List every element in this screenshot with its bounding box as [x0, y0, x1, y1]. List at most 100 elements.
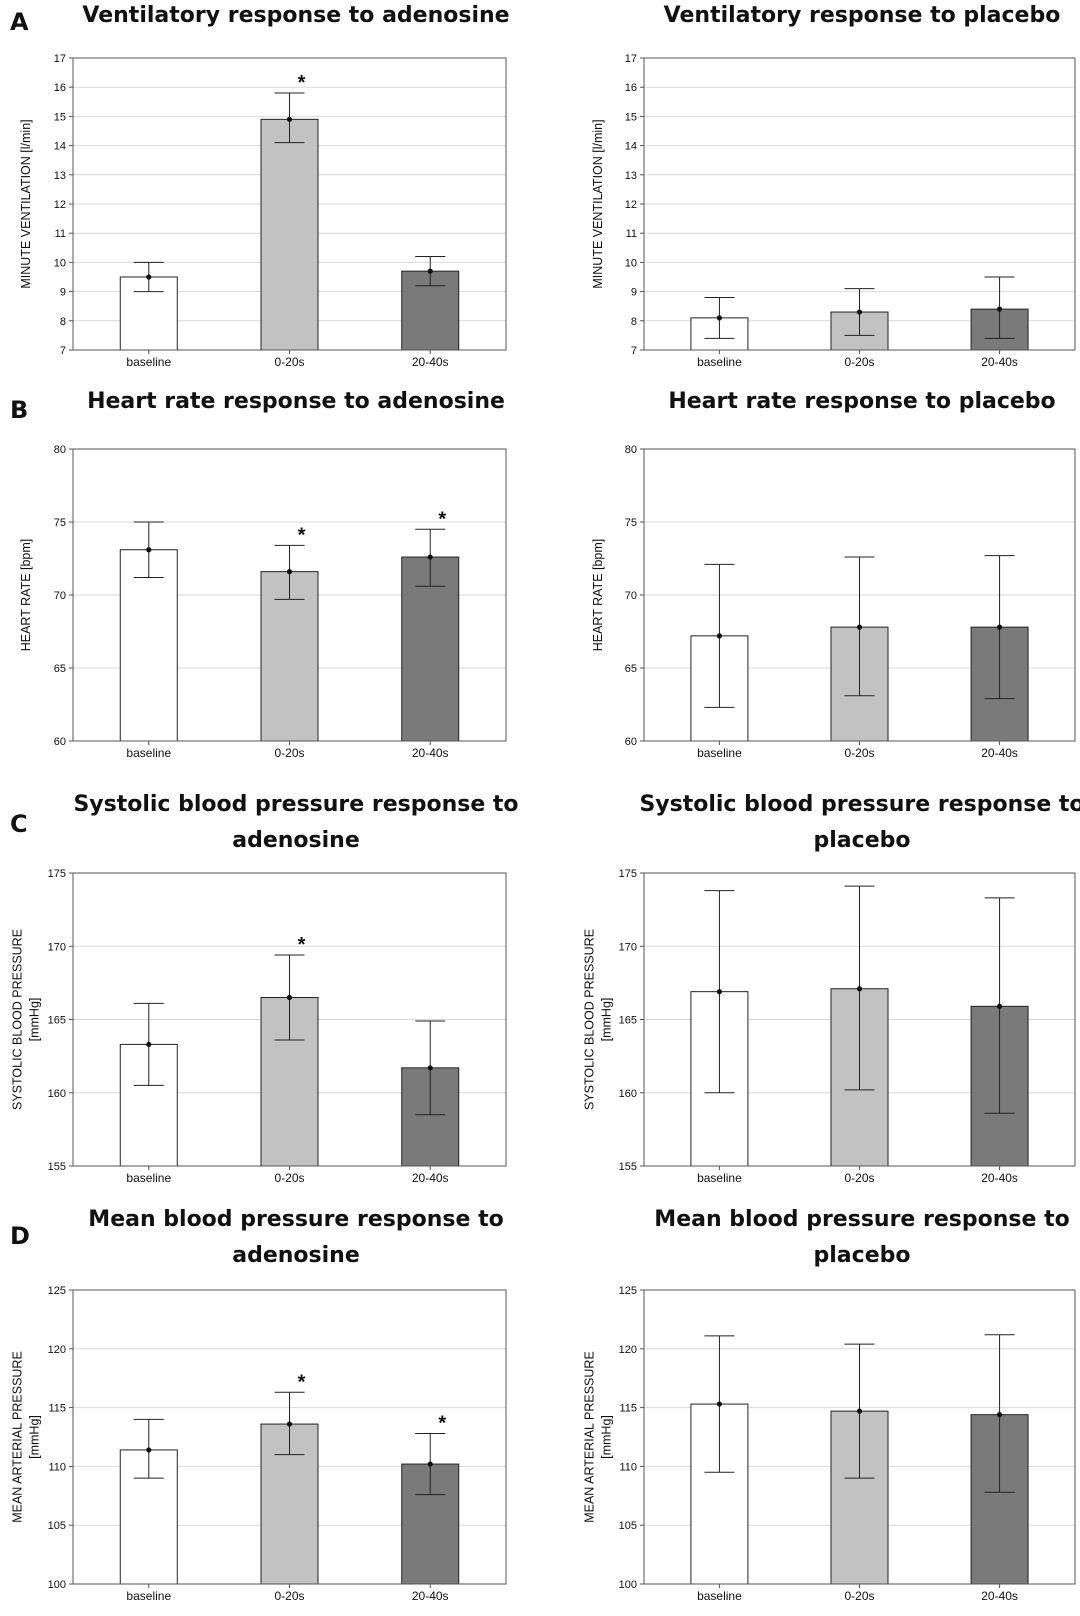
y-tick-label: 9 — [631, 287, 637, 299]
x-tick-label: baseline — [126, 746, 171, 760]
panel-letter-b: B — [10, 396, 28, 424]
mean-point — [717, 633, 722, 638]
y-tick-label: 125 — [48, 1285, 66, 1297]
mean-point — [287, 117, 292, 122]
mean-point — [857, 625, 862, 630]
x-tick-label: baseline — [126, 355, 171, 369]
panel-letter-d: D — [10, 1222, 30, 1250]
y-tick-label: 105 — [48, 1520, 66, 1532]
mean-point — [717, 315, 722, 320]
y-tick-label: 9 — [60, 287, 66, 299]
y-tick-label: 110 — [48, 1461, 66, 1473]
mean-point — [997, 1412, 1002, 1417]
y-tick-label: 75 — [54, 517, 66, 529]
significance-star: * — [298, 524, 306, 546]
chart-c-adenosine: Systolic blood pressure response toadeno… — [11, 792, 519, 1185]
y-tick-label: 65 — [54, 663, 66, 675]
y-axis-label: MINUTE VENTILATION [l/min] — [591, 119, 605, 288]
y-tick-label: 14 — [625, 141, 637, 153]
y-tick-label: 175 — [619, 868, 637, 880]
x-tick-label: 0-20s — [274, 1171, 304, 1185]
mean-point — [717, 1401, 722, 1406]
mean-point — [717, 989, 722, 994]
x-tick-label: 20-40s — [412, 746, 449, 760]
y-tick-label: 70 — [54, 590, 66, 602]
x-tick-label: 20-40s — [412, 1171, 449, 1185]
x-tick-label: 0-20s — [844, 746, 874, 760]
y-tick-label: 170 — [48, 941, 66, 953]
mean-point — [287, 569, 292, 574]
mean-point — [146, 1042, 151, 1047]
chart-title: Systolic blood pressure response to — [639, 792, 1080, 817]
y-tick-label: 16 — [625, 82, 637, 94]
chart-title: Heart rate response to placebo — [668, 389, 1055, 414]
x-tick-label: 20-40s — [981, 355, 1018, 369]
y-tick-label: 12 — [625, 199, 637, 211]
x-tick-label: baseline — [126, 1171, 171, 1185]
mean-point — [146, 274, 151, 279]
significance-star: * — [298, 934, 306, 956]
y-axis-label: MEAN ARTERIAL PRESSURE — [11, 1351, 25, 1523]
y-tick-label: 7 — [631, 345, 637, 357]
y-axis-label: SYSTOLIC BLOOD PRESSURE — [11, 929, 25, 1110]
panel-letter-c: C — [10, 810, 28, 838]
y-tick-label: 12 — [54, 199, 66, 211]
y-tick-label: 75 — [625, 517, 637, 529]
y-tick-label: 14 — [54, 141, 66, 153]
chart-title: Systolic blood pressure response to — [73, 792, 518, 817]
x-tick-label: baseline — [697, 746, 742, 760]
x-tick-label: 0-20s — [844, 1171, 874, 1185]
y-tick-label: 60 — [625, 736, 637, 748]
mean-point — [428, 1065, 433, 1070]
x-tick-label: 20-40s — [412, 1589, 449, 1603]
chart-d-adenosine: Mean blood pressure response toadenosine… — [11, 1207, 507, 1603]
y-tick-label: 100 — [619, 1579, 637, 1591]
bar-0-20s — [261, 119, 318, 350]
y-axis-label: HEART RATE [bpm] — [19, 539, 33, 652]
y-tick-label: 13 — [625, 170, 637, 182]
y-axis-label: SYSTOLIC BLOOD PRESSURE — [583, 929, 597, 1110]
y-tick-label: 115 — [48, 1403, 66, 1415]
chart-title: adenosine — [232, 1243, 360, 1268]
y-tick-label: 120 — [619, 1344, 637, 1356]
chart-c-placebo: Systolic blood pressure response toplace… — [583, 792, 1080, 1185]
bar-baseline — [120, 550, 177, 741]
y-tick-label: 13 — [54, 170, 66, 182]
y-tick-label: 105 — [619, 1520, 637, 1532]
y-tick-label: 170 — [619, 941, 637, 953]
y-tick-label: 10 — [625, 257, 637, 269]
y-tick-label: 155 — [619, 1161, 637, 1173]
y-tick-label: 60 — [54, 736, 66, 748]
mean-point — [428, 1461, 433, 1466]
panel-letter-a: A — [10, 8, 29, 36]
y-axis-label: [mmHg] — [600, 998, 614, 1042]
x-tick-label: baseline — [126, 1589, 171, 1603]
chart-a-placebo: Ventilatory response to placebo789101112… — [591, 3, 1075, 369]
x-tick-label: 0-20s — [274, 355, 304, 369]
y-tick-label: 175 — [48, 868, 66, 880]
y-tick-label: 125 — [619, 1285, 637, 1297]
y-tick-label: 155 — [48, 1161, 66, 1173]
mean-point — [428, 554, 433, 559]
mean-point — [857, 1409, 862, 1414]
mean-point — [287, 1421, 292, 1426]
y-tick-label: 17 — [625, 53, 637, 65]
x-tick-label: 20-40s — [981, 1589, 1018, 1603]
y-axis-label: [mmHg] — [28, 998, 42, 1042]
x-tick-label: 0-20s — [274, 1589, 304, 1603]
y-tick-label: 11 — [55, 228, 66, 240]
significance-star: * — [438, 508, 446, 530]
mean-point — [146, 547, 151, 552]
chart-d-placebo: Mean blood pressure response toplacebo10… — [583, 1207, 1076, 1603]
y-tick-label: 10 — [54, 257, 66, 269]
chart-a-adenosine: Ventilatory response to adenosine7891011… — [19, 3, 510, 369]
mean-point — [146, 1447, 151, 1452]
y-axis-label: HEART RATE [bpm] — [591, 539, 605, 652]
chart-title: Mean blood pressure response to — [654, 1207, 1069, 1232]
y-tick-label: 115 — [619, 1403, 637, 1415]
y-axis-label: MINUTE VENTILATION [l/min] — [19, 119, 33, 288]
chart-b-placebo: Heart rate response to placebo6065707580… — [591, 389, 1075, 760]
y-axis-label: MEAN ARTERIAL PRESSURE — [583, 1351, 597, 1523]
y-axis-label: [mmHg] — [600, 1415, 614, 1459]
y-tick-label: 15 — [625, 111, 637, 123]
